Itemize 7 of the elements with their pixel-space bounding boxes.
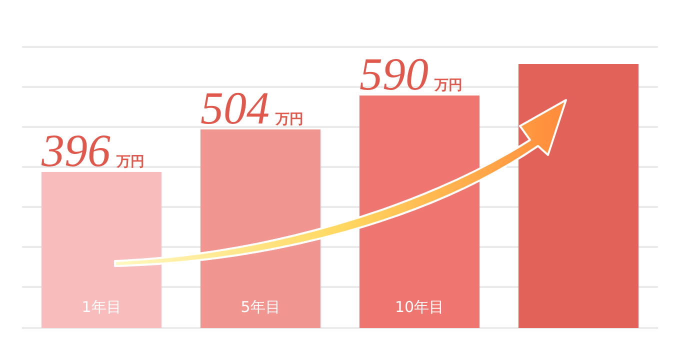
bar: [42, 172, 162, 328]
bar: [200, 129, 320, 328]
x-tick-label: 5年目: [240, 298, 280, 316]
bar: [518, 64, 638, 328]
bar: [360, 96, 480, 328]
x-tick-label: 1年目: [82, 298, 122, 316]
x-tick-label: 10年目: [394, 298, 444, 316]
